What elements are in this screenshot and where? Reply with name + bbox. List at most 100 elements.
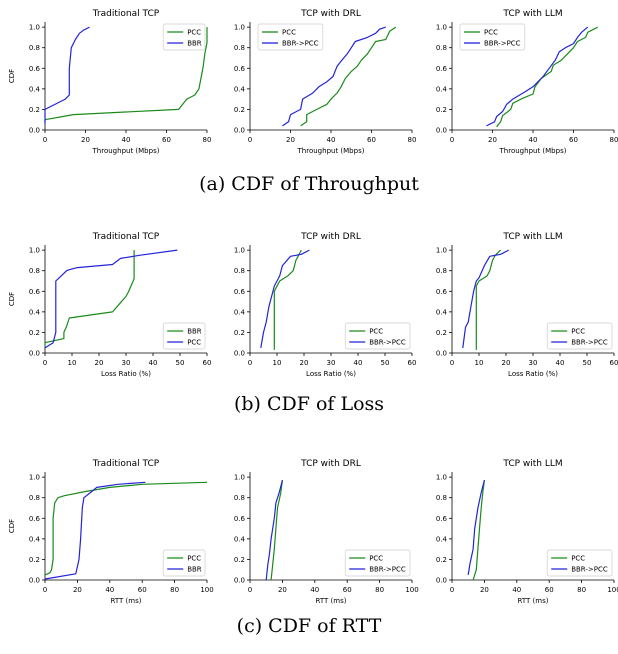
chart-title: Traditional TCP xyxy=(92,9,160,19)
y-tick-label: 0.8 xyxy=(436,44,447,52)
legend-label: PCC xyxy=(369,555,383,563)
x-tick-label: 80 xyxy=(577,586,586,594)
y-tick-label: 0.4 xyxy=(436,535,448,543)
chart-2: 0 20 40 60 80 0.0 0.2 0.4 0.6 0.8 1.0 TCP with DRL T… xyxy=(234,9,417,155)
y-tick-label: 0.2 xyxy=(436,106,447,114)
x-tick-label: 60 xyxy=(408,359,417,367)
chart-title: TCP with DRL xyxy=(300,232,361,242)
y-tick-label: 0.0 xyxy=(29,350,40,358)
chart-9: 0 20 40 60 80 100 0.0 0.2 0.4 0.6 0.8 1.0 TCP with L… xyxy=(436,459,618,605)
y-tick-label: 1.0 xyxy=(234,24,245,32)
x-tick-label: 50 xyxy=(381,359,390,367)
y-tick-label: 1.0 xyxy=(29,474,40,482)
y-tick-label: 0.8 xyxy=(436,267,447,275)
legend-label: BBR->PCC xyxy=(282,40,319,48)
x-tick-label: 40 xyxy=(122,136,131,144)
x-axis-label: RTT (ms) xyxy=(518,597,549,605)
legend-label: BBR->PCC xyxy=(571,339,608,347)
x-tick-label: 40 xyxy=(310,586,319,594)
x-tick-label: 40 xyxy=(149,359,158,367)
y-axis-label: CDF xyxy=(8,292,16,306)
y-tick-label: 0.8 xyxy=(234,44,245,52)
y-axis-label: CDF xyxy=(8,519,16,533)
y-tick-label: 1.0 xyxy=(29,247,40,255)
y-tick-label: 1.0 xyxy=(234,247,245,255)
series-line-bbr xyxy=(44,481,146,580)
series-line-pcc xyxy=(270,480,283,581)
legend-label: PCC xyxy=(282,29,296,37)
chart-7: 0 20 40 60 80 100 0.0 0.2 0.4 0.6 0.8 1.0 Traditiona… xyxy=(8,459,214,605)
y-tick-label: 0.2 xyxy=(234,106,245,114)
y-tick-label: 0.0 xyxy=(234,350,245,358)
y-tick-label: 1.0 xyxy=(436,247,447,255)
x-tick-label: 20 xyxy=(502,359,511,367)
y-tick-label: 0.4 xyxy=(234,535,246,543)
series-line-bbr-pcc xyxy=(486,26,589,127)
y-tick-label: 0.0 xyxy=(436,577,447,585)
chart-title: Traditional TCP xyxy=(92,459,160,469)
legend: PCC BBR->PCC xyxy=(344,549,411,577)
y-tick-label: 0.0 xyxy=(436,350,447,358)
y-tick-label: 0.4 xyxy=(436,308,448,316)
x-tick-label: 80 xyxy=(375,586,384,594)
y-tick-label: 0.6 xyxy=(29,65,41,73)
x-tick-label: 50 xyxy=(176,359,185,367)
legend: PCC BBR->PCC xyxy=(546,322,613,350)
series-line-pcc xyxy=(496,26,599,128)
chart-6: 0 10 20 30 40 50 60 0.0 0.2 0.4 0.6 0.8 1.0 TCP with … xyxy=(436,232,618,378)
series-line-pcc xyxy=(475,249,502,350)
x-tick-label: 20 xyxy=(480,586,489,594)
legend-label: BBR xyxy=(187,328,202,336)
y-tick-label: 1.0 xyxy=(436,474,447,482)
series-line-pcc xyxy=(44,27,208,122)
x-tick-label: 40 xyxy=(354,359,363,367)
y-axis-label: CDF xyxy=(8,69,16,83)
x-tick-label: 30 xyxy=(327,359,336,367)
x-tick-label: 60 xyxy=(343,586,352,594)
x-tick-label: 60 xyxy=(203,359,212,367)
x-tick-label: 20 xyxy=(73,586,82,594)
chart-8: 0 20 40 60 80 100 0.0 0.2 0.4 0.6 0.8 1.0 TCP with D… xyxy=(234,459,419,605)
legend: PCC BBR->PCC xyxy=(344,322,411,350)
series-line-bbr-pcc xyxy=(462,249,509,348)
legend-label: PCC xyxy=(571,555,585,563)
x-tick-label: 20 xyxy=(300,359,309,367)
y-tick-label: 0.0 xyxy=(29,577,40,585)
x-tick-label: 60 xyxy=(569,136,578,144)
chart-title: Traditional TCP xyxy=(92,232,160,242)
chart-title: TCP with DRL xyxy=(300,459,361,469)
x-tick-label: 60 xyxy=(610,359,618,367)
x-tick-label: 100 xyxy=(607,586,618,594)
y-tick-label: 0.6 xyxy=(436,288,448,296)
y-tick-label: 0.0 xyxy=(234,577,245,585)
x-axis-label: Throughput (Mbps) xyxy=(297,147,365,155)
legend-label: PCC xyxy=(187,339,201,347)
x-tick-label: 60 xyxy=(162,136,171,144)
series-line-bbr-pcc xyxy=(467,480,485,575)
y-tick-label: 0.8 xyxy=(29,494,40,502)
x-axis-label: RTT (ms) xyxy=(111,597,142,605)
y-tick-label: 0.0 xyxy=(234,127,245,135)
y-tick-label: 1.0 xyxy=(234,474,245,482)
series-line-pcc xyxy=(44,249,178,349)
x-tick-label: 10 xyxy=(475,359,484,367)
x-tick-label: 60 xyxy=(367,136,376,144)
chart-3: 0 20 40 60 80 0.0 0.2 0.4 0.6 0.8 1.0 TCP with LLM T… xyxy=(436,9,618,155)
x-tick-label: 0 xyxy=(43,359,47,367)
x-axis-label: RTT (ms) xyxy=(316,597,347,605)
chart-title: TCP with DRL xyxy=(300,9,361,19)
series-line-pcc xyxy=(300,26,397,127)
chart-title: TCP with LLM xyxy=(502,232,562,242)
chart-4: 0 10 20 30 40 50 60 0.0 0.2 0.4 0.6 0.8 1.0 Tradition… xyxy=(8,232,211,378)
y-tick-label: 1.0 xyxy=(29,24,40,32)
y-tick-label: 0.8 xyxy=(29,267,40,275)
x-tick-label: 0 xyxy=(248,136,252,144)
legend-label: BBR xyxy=(187,566,202,574)
legend-label: BBR->PCC xyxy=(369,339,406,347)
series-line-pcc xyxy=(44,481,208,576)
y-tick-label: 0.2 xyxy=(29,556,40,564)
y-tick-label: 0.4 xyxy=(234,85,246,93)
y-tick-label: 0.2 xyxy=(234,329,245,337)
legend-label: BBR->PCC xyxy=(484,40,521,48)
